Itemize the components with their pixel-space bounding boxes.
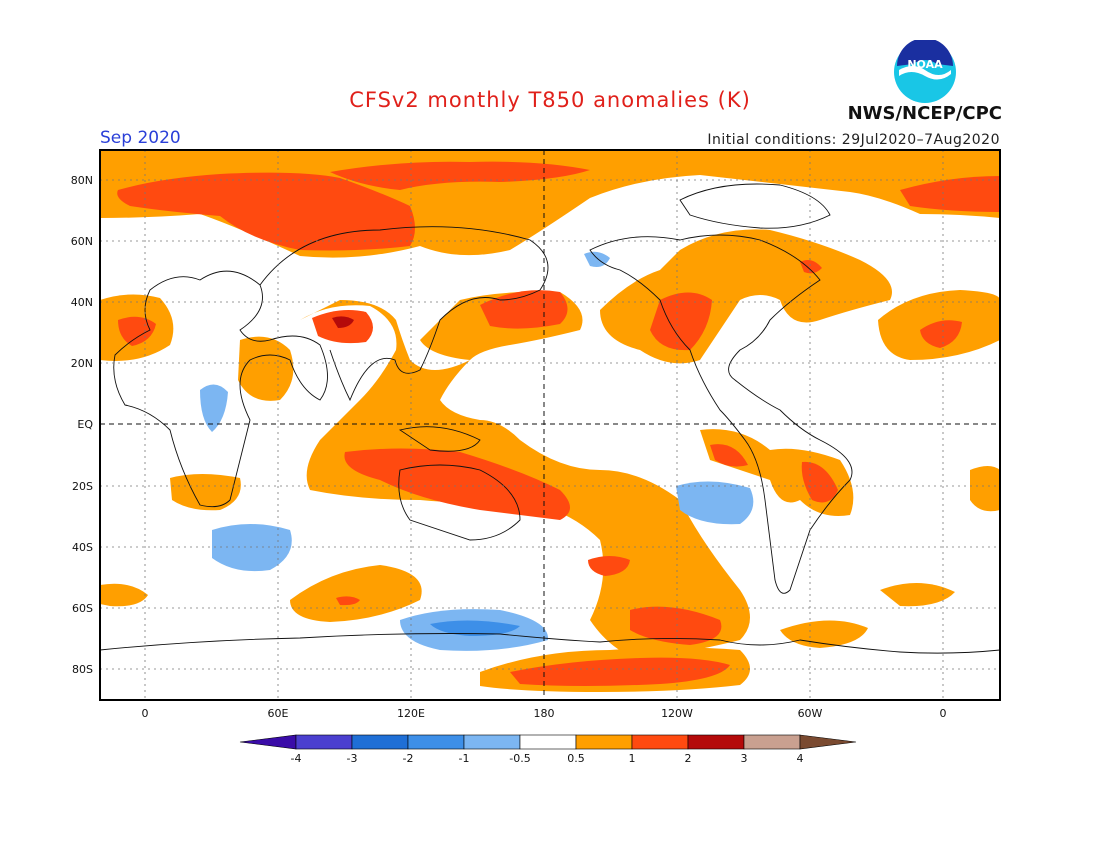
- warm-core-siberia: [117, 172, 415, 251]
- lat-label: 60N: [71, 235, 93, 248]
- colorbar-label: 3: [741, 752, 748, 765]
- logo-text: NOAA: [907, 58, 943, 71]
- coastlines: [100, 183, 1000, 654]
- colorbar-label: -2: [403, 752, 414, 765]
- colorbar-swatch: [631, 734, 689, 750]
- warm-core-antarctic: [510, 657, 730, 686]
- lat-label: 40N: [71, 296, 93, 309]
- lon-label: 60W: [798, 707, 823, 720]
- lon-label: 0: [940, 707, 947, 720]
- cool-region-south-pacific: [676, 481, 754, 525]
- colorbar-swatch: [687, 734, 745, 750]
- longitude-labels: 0 60E 120E 180 120W 60W 0: [142, 707, 947, 720]
- colorbar-swatch: [463, 734, 521, 750]
- colorbar-label: -0.5: [509, 752, 530, 765]
- lat-label: 80N: [71, 174, 93, 187]
- lon-label: 60E: [268, 707, 289, 720]
- grid: [100, 150, 1000, 700]
- lat-label: EQ: [77, 418, 93, 431]
- lat-label: 80S: [72, 663, 93, 676]
- colorbar-swatch: [519, 734, 577, 750]
- agency-label: NWS/NCEP/CPC: [847, 103, 1002, 124]
- colorbar-label: 2: [685, 752, 692, 765]
- initial-conditions: Initial conditions: 29Jul2020–7Aug2020: [707, 132, 1000, 148]
- cool-region-south-atlantic: [212, 524, 292, 572]
- colorbar: -4 -3 -2 -1 -0.5 0.5 1 2 3 4: [239, 734, 857, 765]
- lat-label: 60S: [72, 602, 93, 615]
- warm-core-indian-ocean: [344, 448, 570, 520]
- lat-label: 20S: [72, 480, 93, 493]
- lon-label: 180: [534, 707, 555, 720]
- colorbar-label: -4: [291, 752, 302, 765]
- colorbar-label: 4: [797, 752, 804, 765]
- map-title: CFSv2 monthly T850 anomalies (K): [349, 88, 751, 112]
- warm-core-western-us: [650, 292, 712, 351]
- colorbar-label: -3: [347, 752, 358, 765]
- latitude-labels: 80N 60N 40N 20N EQ 20S 40S 60S 80S: [71, 174, 94, 676]
- lon-label: 120W: [661, 707, 693, 720]
- colorbar-swatch: [743, 734, 801, 750]
- warm-core-arctic-east: [330, 161, 590, 190]
- colorbar-swatch: [407, 734, 465, 750]
- warm-core-greenland: [900, 176, 1000, 212]
- lon-label: 120E: [397, 707, 425, 720]
- colorbar-arrow-low: [239, 734, 297, 750]
- reference-lines: [100, 150, 1000, 700]
- lat-label: 20N: [71, 357, 93, 370]
- forecast-period: Sep 2020: [100, 128, 181, 148]
- anomaly-fields: [100, 150, 1000, 700]
- colorbar-label: 1: [629, 752, 636, 765]
- lon-label: 0: [142, 707, 149, 720]
- colorbar-swatch: [295, 734, 353, 750]
- colorbar-label: 0.5: [567, 752, 585, 765]
- colorbar-label: -1: [459, 752, 470, 765]
- colorbar-swatch: [351, 734, 409, 750]
- noaa-logo: NOAA: [894, 40, 956, 103]
- colorbar-arrow-high: [799, 734, 857, 750]
- lat-label: 40S: [72, 541, 93, 554]
- colorbar-swatch: [575, 734, 633, 750]
- map-frame: [99, 149, 1001, 701]
